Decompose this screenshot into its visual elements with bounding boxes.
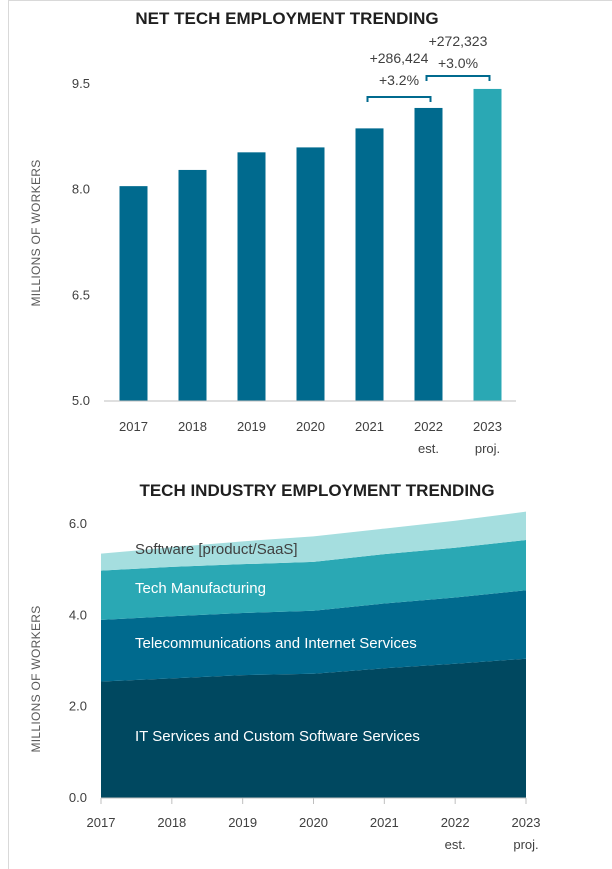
chart1-y-tick-label: 5.0 xyxy=(72,393,90,408)
chart2-x-tick-label: 2017 xyxy=(87,815,116,830)
chart1-annotation-bracket xyxy=(366,96,432,102)
chart2-series-label: Telecommunications and Internet Services xyxy=(135,635,417,652)
chart2-x-tick-note: proj. xyxy=(513,837,538,852)
chart2-y-tick-label: 0.0 xyxy=(69,790,87,805)
chart1-x-tick-label: 2023 xyxy=(473,419,502,434)
frame-left-border xyxy=(8,0,9,869)
chart1-x-tick-label: 2022 xyxy=(414,419,443,434)
chart1-y-axis-label: MILLIONS OF WORKERS xyxy=(29,159,43,306)
chart2-x-tick-label: 2020 xyxy=(299,815,328,830)
net-tech-employment-chart: NET TECH EMPLOYMENT TRENDING MILLIONS OF… xyxy=(29,9,516,456)
chart2-area-series xyxy=(101,590,526,682)
chart1-x-tick-label: 2021 xyxy=(355,419,384,434)
chart2-area-series xyxy=(101,539,526,620)
chart2-x-tick-label: 2019 xyxy=(228,815,257,830)
chart1-x-tick-label: 2018 xyxy=(178,419,207,434)
chart2-series-label: IT Services and Custom Software Services xyxy=(135,728,420,745)
frame-top-border xyxy=(8,0,612,1)
chart1-annotation-percent: +3.2% xyxy=(379,72,419,88)
chart2-x-tick-label: 2018 xyxy=(157,815,186,830)
chart1-annotation-bracket xyxy=(425,75,491,81)
chart1-y-tick-label: 9.5 xyxy=(72,76,90,91)
chart1-title: NET TECH EMPLOYMENT TRENDING xyxy=(135,9,438,28)
chart2-series-label: Tech Manufacturing xyxy=(135,580,266,597)
chart2-x-tick-label: 2023 xyxy=(512,815,541,830)
chart1-bar-2019 xyxy=(237,152,266,401)
chart2-x-tick-note: est. xyxy=(445,837,466,852)
chart1-bar-2022 xyxy=(414,107,443,401)
chart2-title: TECH INDUSTRY EMPLOYMENT TRENDING xyxy=(139,481,494,500)
chart1-annotation-value: +286,424 xyxy=(370,50,429,66)
chart1-x-tick-label: 2017 xyxy=(119,419,148,434)
chart2-x-tick-label: 2022 xyxy=(441,815,470,830)
chart1-bar-2020 xyxy=(296,147,325,401)
chart1-bar-2023 xyxy=(473,88,502,401)
chart2-y-tick-label: 6.0 xyxy=(69,516,87,531)
chart1-x-tick-label: 2020 xyxy=(296,419,325,434)
chart2-series-label: Software [product/SaaS] xyxy=(135,541,298,558)
chart1-bar-2021 xyxy=(355,128,384,401)
chart2-area-series xyxy=(101,511,526,571)
chart1-x-tick-label: 2019 xyxy=(237,419,266,434)
chart1-y-tick-label: 6.5 xyxy=(72,287,90,302)
chart1-y-tick-label: 8.0 xyxy=(72,182,90,197)
chart1-bar-2018 xyxy=(178,169,207,401)
chart1-annotation-percent: +3.0% xyxy=(438,55,478,71)
chart2-y-axis-label: MILLIONS OF WORKERS xyxy=(29,605,43,752)
chart1-x-tick-note: est. xyxy=(418,441,439,456)
chart2-y-tick-label: 2.0 xyxy=(69,699,87,714)
chart1-x-tick-note: proj. xyxy=(475,441,500,456)
chart1-annotation-value: +272,323 xyxy=(429,33,488,49)
chart2-y-tick-label: 4.0 xyxy=(69,607,87,622)
chart2-area-series xyxy=(101,658,526,798)
chart1-bar-2017 xyxy=(119,186,148,401)
chart2-x-tick-label: 2021 xyxy=(370,815,399,830)
